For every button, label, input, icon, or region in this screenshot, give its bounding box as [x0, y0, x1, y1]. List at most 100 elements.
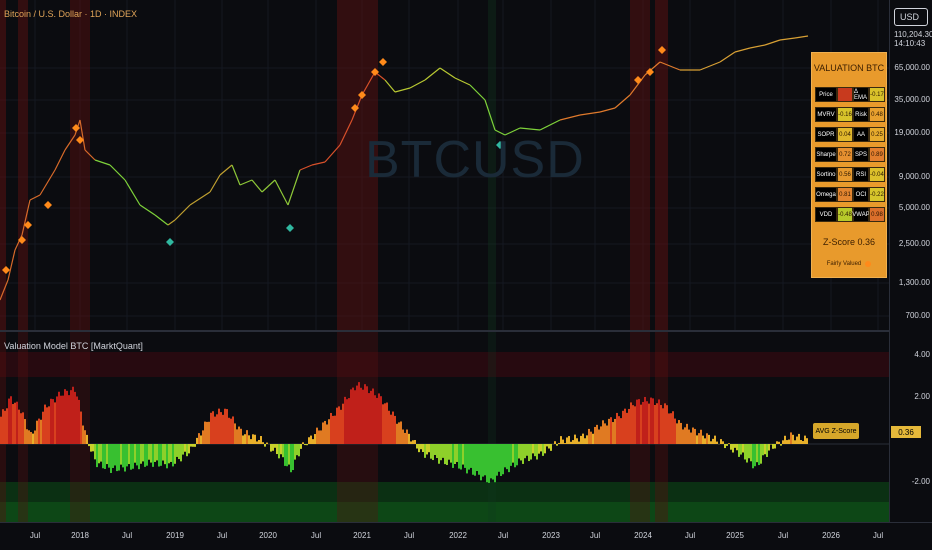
zscore-bar: [692, 427, 694, 444]
oscillator-chart[interactable]: [0, 332, 889, 522]
time-scale-label: 2022: [449, 531, 467, 540]
price-line-segment: [84, 149, 96, 161]
zscore-bar: [698, 433, 700, 444]
zscore-bar: [170, 444, 172, 462]
zscore-bar: [546, 444, 548, 447]
zscore-bar: [548, 444, 550, 449]
pane-divider[interactable]: [0, 330, 932, 332]
valuation-row: Omega 0.81 OCI -0.22: [815, 187, 885, 202]
time-scale-label: Jul: [684, 531, 696, 540]
zscore-bar: [514, 444, 516, 468]
zscore-bar: [556, 444, 558, 446]
zscore-bar: [138, 444, 140, 470]
time-scale[interactable]: Jul 2018 Jul 2019 Jul 2020 Jul 2021 Jul 2022 Jul 20…: [0, 522, 932, 550]
zscore-bar: [668, 413, 670, 444]
zscore-bar: [198, 433, 200, 444]
zscore-bar: [306, 444, 308, 446]
zscore-bar: [66, 390, 68, 444]
zscore-bar: [254, 434, 256, 444]
zscore-bar: [396, 423, 398, 444]
zscore-bar: [218, 408, 220, 444]
zscore-bar: [56, 396, 58, 444]
zscore-bar: [288, 444, 290, 465]
zscore-bar: [476, 444, 478, 472]
zscore-bar: [728, 443, 730, 444]
zscore-bar: [320, 430, 322, 444]
zscore-bar: [220, 412, 222, 444]
zscore-bar: [186, 444, 188, 457]
signal-marker: [358, 91, 366, 99]
zscore-bar: [706, 433, 708, 444]
zscore-bar: [454, 444, 456, 464]
zscore-bar: [778, 441, 780, 444]
zscore-bar: [612, 422, 614, 444]
zscore-bar: [32, 433, 34, 444]
zscore-bar: [478, 444, 480, 475]
zscore-bar: [208, 421, 210, 444]
zscore-bar: [194, 444, 196, 447]
price-scale[interactable]: 65,000.00 35,000.00 19,000.00 9,000.00 5,000…: [889, 0, 932, 522]
zscore-bar: [14, 402, 16, 444]
metric-value: [837, 87, 853, 102]
time-scale-label: 2026: [822, 531, 840, 540]
valuation-table-title: VALUATION BTC: [813, 63, 885, 73]
oscillator-scale-label: 2.00: [914, 392, 930, 401]
price-line-segment: [251, 179, 263, 193]
zscore-bar: [678, 420, 680, 444]
zscore-bar: [188, 444, 190, 454]
zscore-bar: [12, 404, 14, 444]
time-scale-label: Jul: [310, 531, 322, 540]
price-line-segment: [261, 179, 276, 193]
zscore-bar: [630, 402, 632, 444]
zscore-bar: [576, 438, 578, 444]
zscore-bar: [682, 429, 684, 444]
currency-button[interactable]: USD: [894, 8, 928, 26]
zscore-bar: [536, 444, 538, 460]
zscore-bar: [212, 411, 214, 444]
zscore-bar: [300, 444, 302, 449]
zscore-bar: [182, 444, 184, 455]
zscore-bar: [244, 434, 246, 444]
oscillator-pane[interactable]: Valuation Model BTC [MarktQuant] AVG Z-S…: [0, 332, 889, 522]
zscore-bar: [494, 444, 496, 483]
zscore-bar: [34, 430, 36, 444]
zscore-bar: [162, 444, 164, 461]
price-pane[interactable]: Bitcoin / U.S. Dollar · 1D · INDEX BTCUS…: [0, 0, 889, 330]
metric-value: 0.72: [837, 147, 853, 162]
last-price-value: 110,204.30: [894, 30, 932, 39]
price-line-segment: [734, 47, 751, 53]
zscore-bar: [662, 408, 664, 444]
zscore-bar: [108, 444, 110, 468]
zscore-bar: [410, 441, 412, 444]
price-line-segment: [311, 161, 326, 166]
zscore-bar: [148, 444, 150, 460]
zscore-bar: [426, 444, 428, 455]
metric-label: OCI: [853, 187, 869, 202]
zscore-bar: [498, 444, 500, 472]
price-chart[interactable]: [0, 0, 889, 330]
zscore-bar: [762, 444, 764, 456]
zscore-bar: [586, 435, 588, 444]
zscore-bar: [672, 411, 674, 444]
zscore-bar: [666, 405, 668, 444]
zscore-bar: [540, 444, 542, 452]
zscore-bar: [572, 440, 574, 444]
zscore-value: 0.36: [857, 237, 876, 247]
valuation-table: VALUATION BTC Price Δ EMA -0.17 MVRV -0.16 Ri…: [811, 52, 887, 278]
zscore-bar: [462, 444, 464, 465]
undervalued-zone: [0, 482, 889, 502]
zscore-bar: [80, 411, 82, 444]
zscore-bar: [646, 401, 648, 444]
zscore-bar: [310, 435, 312, 444]
price-line-segment: [219, 164, 233, 176]
zscore-bar: [566, 437, 568, 444]
zscore-bar: [412, 440, 414, 444]
zscore-bar: [702, 435, 704, 444]
zscore-bar: [530, 444, 532, 460]
zscore-bar: [164, 444, 166, 465]
metric-label: Sortino: [815, 167, 837, 182]
zscore-bar: [634, 406, 636, 444]
time-scale-label: 2018: [71, 531, 89, 540]
price-line-segment: [539, 119, 561, 131]
zscore-bar: [362, 389, 364, 444]
